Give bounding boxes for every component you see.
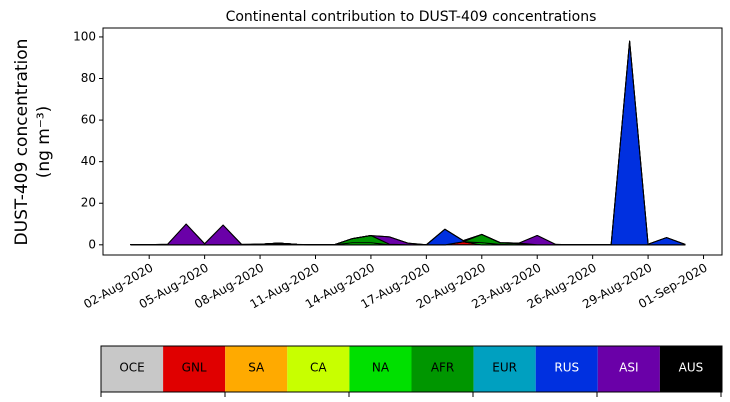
y-tick-label: 60 — [81, 113, 96, 127]
legend-label: ASI — [619, 361, 638, 375]
legend-label: CA — [310, 361, 327, 375]
area — [130, 40, 686, 246]
legend-label: EUR — [492, 361, 517, 375]
legend: OCE GNL SA CA NA AFR EUR RUS ASI AUS — [100, 345, 723, 393]
legend-swatch — [101, 346, 164, 392]
colorbar-ticks — [100, 392, 722, 397]
chart-title: Continental contribution to DUST-409 con… — [226, 9, 597, 25]
legend-swatch — [411, 346, 474, 392]
y-tick-label: 40 — [81, 154, 96, 168]
legend-swatch — [473, 346, 536, 392]
area — [130, 40, 686, 246]
legend-label: SA — [248, 361, 265, 375]
legend-swatch — [163, 346, 226, 392]
y-tick-label: 0 — [88, 237, 96, 251]
legend-swatch — [349, 346, 412, 392]
legend-swatch — [597, 346, 660, 392]
y-axis-label: DUST-409 concentration — [12, 39, 32, 246]
y-tick-label: 20 — [81, 196, 96, 210]
legend-label: RUS — [554, 361, 579, 375]
y-axis-label: (ng m⁻³) — [34, 106, 54, 179]
legend-label: NA — [372, 361, 390, 375]
legend-frame — [100, 345, 723, 393]
y-tick-label: 80 — [81, 71, 96, 85]
legend-swatch — [659, 346, 722, 392]
legend-swatch — [287, 346, 350, 392]
legend-label: AUS — [679, 361, 704, 375]
plot-frame — [102, 27, 723, 256]
legend-label: AFR — [431, 361, 454, 375]
legend-swatch — [225, 346, 288, 392]
plot-area — [130, 40, 686, 246]
legend-label: OCE — [119, 361, 144, 375]
y-tick-label: 100 — [73, 29, 96, 43]
area — [130, 40, 686, 246]
legend-swatch — [535, 346, 598, 392]
legend-label: GNL — [182, 361, 207, 375]
